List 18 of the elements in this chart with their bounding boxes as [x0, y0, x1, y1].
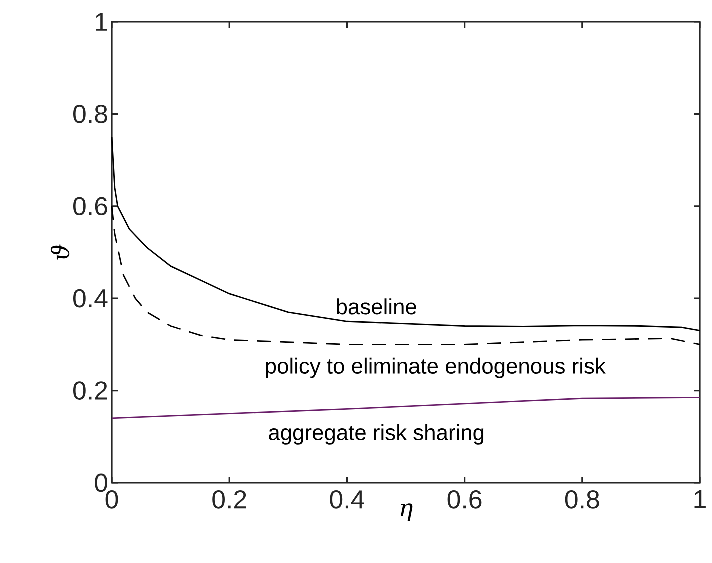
y-tick-label: 0.8 [73, 105, 108, 124]
x-tick-label: 0.6 [448, 490, 482, 509]
x-tick-label: 0.8 [565, 490, 600, 509]
y-tick-label: 0 [95, 474, 108, 492]
x-tick-label: 0.4 [330, 490, 364, 509]
series-label: aggregate risk sharing [269, 424, 484, 445]
y-tick-label: 1 [96, 13, 108, 31]
x-tick-label: 0.2 [212, 490, 246, 509]
series-label: policy to eliminate endogenous risk [266, 358, 606, 378]
y-tick-label: 0.6 [73, 197, 108, 216]
line-series [111, 136, 701, 332]
line-series [111, 397, 701, 420]
y-tick-label: 0.2 [73, 382, 108, 400]
y-tick-label: 0.4 [73, 289, 108, 308]
x-axis-title: η [401, 504, 413, 522]
series-label: baseline [337, 298, 416, 315]
x-tick-label: 1 [694, 490, 706, 508]
y-axis-title: ϑ [50, 244, 70, 260]
